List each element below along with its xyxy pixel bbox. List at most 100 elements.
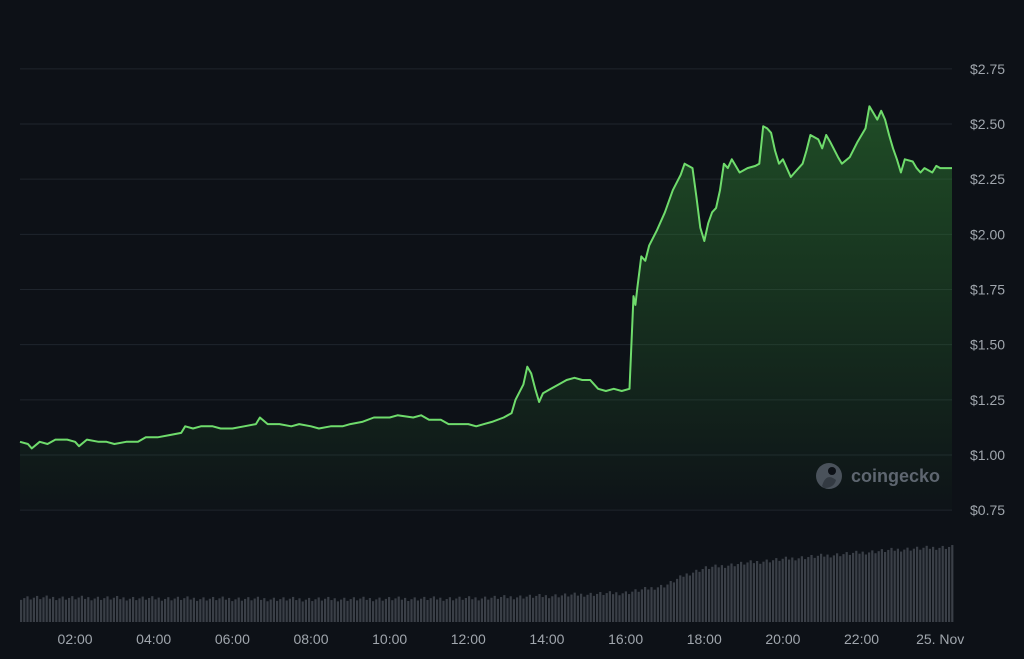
volume-bar: [87, 597, 90, 622]
volume-bar: [912, 548, 915, 622]
volume-bar: [106, 596, 109, 622]
x-tick-label: 20:00: [765, 631, 800, 647]
volume-bar: [740, 561, 743, 622]
y-tick-label: $2.75: [970, 61, 1005, 77]
volume-bar: [580, 593, 583, 622]
volume-bar: [442, 600, 445, 622]
volume-bar: [96, 596, 99, 622]
volume-bar: [122, 597, 125, 622]
volume-bar: [644, 587, 647, 622]
watermark: coingecko: [816, 463, 940, 489]
volume-bar: [464, 598, 467, 622]
volume-bar: [500, 597, 503, 622]
volume-bar: [541, 597, 544, 622]
volume-bar: [765, 559, 768, 622]
volume-bar: [829, 557, 832, 622]
volume-bar: [343, 597, 346, 622]
volume-bar: [144, 599, 147, 622]
volume-bar: [272, 597, 275, 622]
volume-bar: [256, 596, 259, 622]
volume-bar: [525, 596, 528, 622]
volume-bar: [935, 549, 938, 622]
volume-bar: [416, 600, 419, 622]
volume-bar: [116, 595, 119, 622]
volume-bar: [36, 595, 39, 622]
volume-bar: [288, 598, 291, 622]
volume-bar: [285, 600, 288, 622]
volume-bar: [736, 564, 739, 622]
volume-bar: [528, 594, 531, 622]
volume-bar: [749, 560, 752, 622]
volume-bar: [877, 551, 880, 622]
volume-bar: [922, 547, 925, 622]
volume-bar: [484, 596, 487, 622]
volume-bar: [816, 555, 819, 622]
volume-bar: [557, 597, 560, 622]
volume-bar: [720, 565, 723, 622]
volume-bar: [887, 549, 890, 622]
volume-bar: [368, 598, 371, 622]
volume-bar: [208, 598, 211, 622]
volume-bar: [858, 553, 861, 622]
volume-bar: [151, 596, 154, 622]
volume-bar: [346, 600, 349, 622]
volume-bar: [432, 596, 435, 622]
volume-bar: [893, 550, 896, 622]
y-tick-label: $1.25: [970, 392, 1005, 408]
volume-bar: [52, 596, 55, 622]
volume-bar: [458, 596, 461, 622]
volume-bar: [212, 596, 215, 622]
volume-bar: [698, 571, 701, 622]
volume-bar: [775, 558, 778, 622]
volume-bar: [109, 599, 112, 622]
volume-bar: [135, 600, 138, 622]
volume-bar: [477, 600, 480, 622]
volume-bar: [365, 599, 368, 622]
volume-bar: [628, 594, 631, 622]
volume-bars: [20, 545, 954, 622]
volume-bar: [855, 550, 858, 622]
volume-bar: [23, 598, 26, 622]
y-tick-label: $0.75: [970, 502, 1005, 518]
volume-bar: [714, 564, 717, 622]
volume-bar: [301, 601, 304, 622]
x-tick-label: 16:00: [608, 631, 643, 647]
volume-bar: [32, 597, 35, 622]
volume-bar: [352, 597, 355, 622]
volume-bar: [218, 598, 221, 622]
volume-bar: [906, 547, 909, 622]
x-axis: 02:00 04:00 06:00 08:00 10:00 12:00 14:00 16:00…: [58, 631, 965, 647]
volume-bar: [176, 596, 179, 622]
volume-bar: [746, 562, 749, 622]
volume-bar: [170, 600, 173, 622]
volume-bar: [573, 592, 576, 622]
volume-bar: [688, 575, 691, 622]
volume-bar: [192, 597, 195, 622]
volume-bar: [423, 596, 426, 622]
volume-bar: [292, 596, 295, 622]
gecko-logo-eye: [828, 467, 836, 475]
gecko-logo-body: [822, 477, 836, 488]
volume-bar: [237, 597, 240, 622]
volume-bar: [496, 598, 499, 622]
volume-bar: [884, 551, 887, 622]
volume-bar: [909, 550, 912, 622]
volume-bar: [602, 595, 605, 622]
volume-bar: [807, 557, 810, 622]
volume-bar: [938, 547, 941, 622]
volume-bar: [800, 556, 803, 622]
volume-bar: [941, 545, 944, 622]
volume-bar: [653, 589, 656, 622]
watermark-text: coingecko: [851, 466, 940, 486]
y-tick-label: $1.00: [970, 447, 1005, 463]
volume-bar: [474, 597, 477, 622]
volume-bar: [55, 600, 58, 622]
volume-bar: [621, 593, 624, 622]
volume-bar: [244, 598, 247, 622]
volume-bar: [864, 554, 867, 622]
volume-bar: [813, 557, 816, 622]
volume-bar: [724, 567, 727, 622]
x-tick-label: 22:00: [844, 631, 879, 647]
volume-bar: [560, 595, 563, 622]
